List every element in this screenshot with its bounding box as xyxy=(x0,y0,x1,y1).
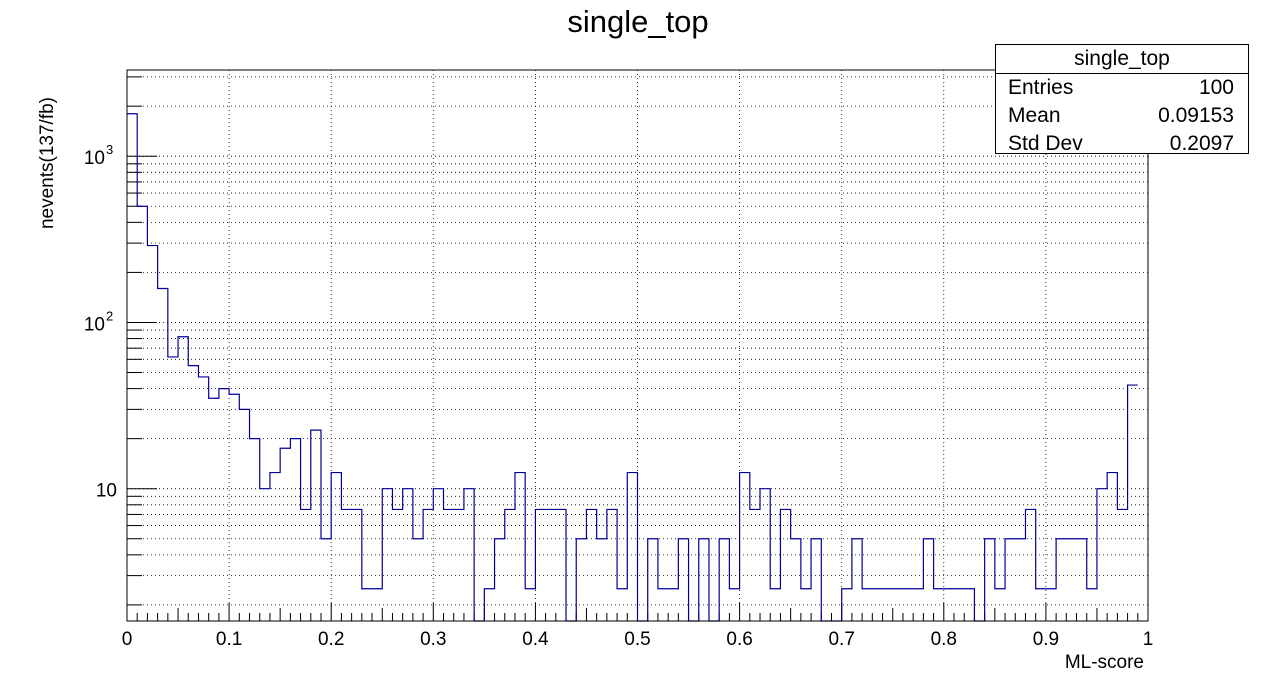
x-tick-label: 0.9 xyxy=(1033,629,1059,650)
chart-title: single_top xyxy=(567,4,709,39)
x-tick-label: 0.4 xyxy=(522,629,549,650)
x-tick-label: 0.7 xyxy=(828,629,854,650)
y-tick-exponent: 2 xyxy=(106,308,113,323)
y-tick-label: 10 xyxy=(84,314,105,335)
stats-label: Std Dev xyxy=(1008,132,1083,155)
stats-value: 0.09153 xyxy=(1158,104,1234,127)
y-tick-label: 10 xyxy=(84,148,105,169)
stats-value: 0.2097 xyxy=(1169,132,1234,155)
stats-label: Entries xyxy=(1008,76,1074,99)
x-tick-label: 1 xyxy=(1143,629,1154,650)
plot-frame xyxy=(126,69,1149,622)
y-tick-exponent: 3 xyxy=(106,142,113,157)
x-axis-label: ML-score xyxy=(1064,652,1144,673)
x-tick-label: 0.5 xyxy=(624,629,650,650)
histogram-series-line xyxy=(127,113,1138,622)
stats-row-entries: Entries 100 xyxy=(996,74,1248,102)
x-tick-label: 0.2 xyxy=(318,629,344,650)
stats-title: single_top xyxy=(996,45,1248,74)
stats-box: single_top Entries 100 Mean 0.09153 Std … xyxy=(995,44,1249,155)
y-tick-label: 10 xyxy=(96,481,117,502)
stats-row-mean: Mean 0.09153 xyxy=(996,102,1248,130)
stats-label: Mean xyxy=(1008,104,1061,127)
stats-row-stddev: Std Dev 0.2097 xyxy=(996,130,1248,158)
x-tick-label: 0.3 xyxy=(420,629,446,650)
x-tick-label: 0.6 xyxy=(726,629,752,650)
x-tick-label: 0.8 xyxy=(931,629,957,650)
x-tick-label: 0 xyxy=(122,629,133,650)
x-tick-label: 0.1 xyxy=(216,629,242,650)
stats-value: 100 xyxy=(1198,76,1234,99)
y-axis-label: nevents(137/fb) xyxy=(37,96,58,230)
